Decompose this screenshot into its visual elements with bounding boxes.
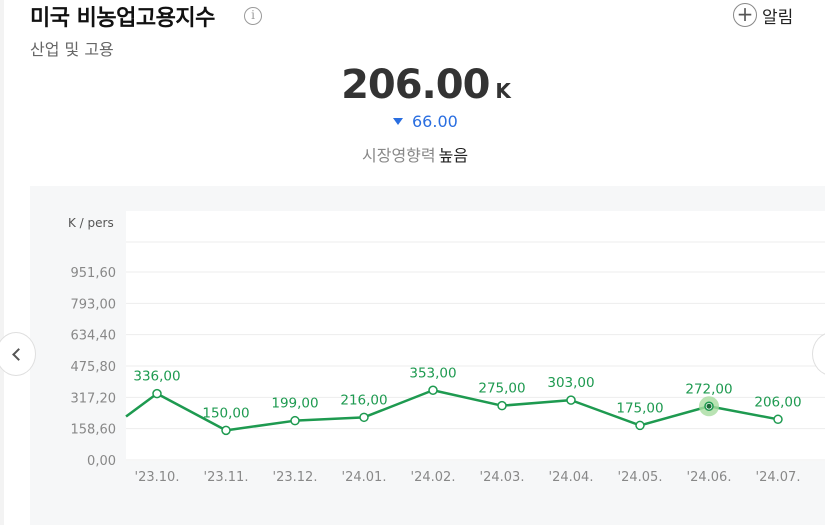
chevron-left-icon — [11, 347, 25, 361]
alarm-button[interactable]: + 알림 — [733, 2, 793, 28]
chart-plot-area — [126, 211, 825, 461]
x-tick-label: '24.06. — [687, 470, 732, 485]
impact-label: 시장영향력 — [362, 146, 436, 165]
impact-value: 높음 — [438, 146, 469, 165]
x-tick-label: '24.01. — [342, 470, 387, 485]
y-tick-label: 158,60 — [71, 423, 117, 438]
data-points — [152, 385, 783, 436]
info-icon[interactable]: i — [244, 7, 262, 25]
x-tick-label: '24.04. — [549, 470, 594, 485]
change-indicator: 66.00 — [393, 112, 458, 131]
y-tick-label: 0,00 — [87, 454, 116, 469]
data-point — [221, 425, 231, 436]
highlight-point-center — [706, 403, 712, 409]
prev-chart-button[interactable] — [0, 332, 36, 376]
data-point — [428, 385, 438, 396]
axis-labels: K / pers 0,00 158,60 317,20 475,80 634,40 793,… — [68, 216, 800, 485]
data-label: 303,00 — [547, 375, 594, 391]
plus-circle-icon: + — [733, 3, 757, 27]
down-triangle-icon — [393, 118, 403, 125]
x-tick-label: '24.05. — [618, 470, 663, 485]
data-point — [566, 395, 576, 405]
left-border — [0, 0, 4, 525]
x-tick-label: '23.11. — [204, 470, 249, 485]
change-value: 66.00 — [412, 112, 458, 131]
data-point — [497, 400, 507, 411]
y-tick-label: 475,80 — [71, 360, 117, 375]
data-label: 353,00 — [409, 365, 456, 381]
y-axis-unit: K / pers — [68, 216, 114, 230]
data-label: 216,00 — [340, 392, 387, 408]
data-labels: 336,00 150,00 199,00 216,00 353,00 275,00 303,… — [133, 365, 801, 421]
alarm-label: 알림 — [762, 7, 794, 28]
value-number: 206.00 — [341, 62, 490, 108]
data-point — [359, 412, 369, 423]
x-tick-label: '24.07. — [756, 470, 801, 485]
category-subtitle: 산업 및 고용 — [30, 40, 114, 59]
x-tick-label: '24.03. — [480, 470, 525, 485]
data-point — [152, 388, 162, 399]
data-label: 150,00 — [202, 405, 249, 421]
y-tick-label: 793,00 — [71, 297, 117, 312]
data-label: 336,00 — [133, 369, 180, 385]
data-label: 206,00 — [754, 394, 801, 410]
y-tick-label: 317,20 — [71, 391, 117, 406]
data-point — [635, 420, 645, 431]
x-tick-label: '23.12. — [273, 470, 318, 485]
grid-lines — [126, 241, 825, 461]
x-tick-label: '23.10. — [135, 470, 180, 485]
data-label: 275,00 — [478, 381, 525, 397]
data-label: 199,00 — [271, 396, 318, 412]
y-tick-label: 634,40 — [71, 329, 117, 344]
data-label: 272,00 — [685, 381, 732, 397]
y-tick-label: 951,60 — [71, 266, 117, 281]
x-tick-label: '24.02. — [411, 470, 456, 485]
current-value: 206.00 K — [0, 62, 825, 108]
data-point — [773, 414, 783, 425]
data-label: 175,00 — [616, 400, 663, 416]
page-title: 미국 비농업고용지수 — [30, 6, 215, 31]
data-point — [290, 415, 300, 426]
market-impact: 시장영향력 높음 — [362, 142, 468, 166]
value-unit: K — [495, 79, 511, 103]
